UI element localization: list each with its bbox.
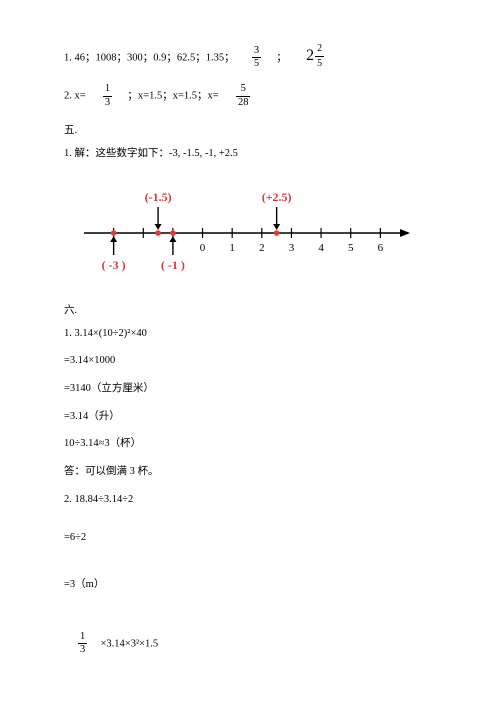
svg-text:(-1.5): (-1.5): [145, 190, 172, 204]
section-6-title: 六.: [64, 302, 436, 317]
q2-mid: ；x=1.5；x=1.5；x=: [127, 90, 218, 101]
sec6-l3: =3140（立方厘米）: [64, 382, 436, 397]
q2-frac-b: 5 28: [236, 84, 251, 108]
sec6-l2: =3.14×1000: [64, 354, 436, 369]
svg-text:(+2.5): (+2.5): [262, 190, 292, 204]
sec6-frac: 1 3: [78, 632, 87, 656]
frac-den: 28: [236, 97, 251, 109]
svg-text:6: 6: [378, 242, 384, 254]
svg-text:( -1 ): ( -1 ): [161, 258, 185, 272]
sec5-line1: 1. 解：这些数字如下：-3, -1.5, -1, +2.5: [64, 147, 436, 162]
numberline-container: 0 1 2 3 4 5 6 (-1.5) (+2.5) ( -3 ) ( -1 ): [64, 175, 436, 288]
svg-text:5: 5: [348, 242, 354, 254]
mixed-den: 5: [315, 57, 324, 71]
frac-den: 3: [78, 644, 87, 656]
sec6-l10: 1 3 ×3.14×3²×1.5: [64, 632, 436, 656]
sec6-l8: =6÷2: [64, 531, 436, 546]
sec6-l4: =3.14（升）: [64, 410, 436, 425]
frac-den: 5: [252, 58, 261, 70]
q2-prefix: 2. x=: [64, 90, 86, 101]
q1-mixed: 2 2 5: [306, 42, 324, 71]
page-root: 1. 46；1008；300；0.9；62.5；1.35； 3 5 ； 2 2 …: [0, 0, 500, 656]
answer-line-2: 2. x= 1 3 ；x=1.5；x=1.5；x= 5 28: [64, 84, 436, 108]
svg-text:1: 1: [229, 242, 235, 254]
sec6-l5: 10÷3.14≈3（杯）: [64, 437, 436, 452]
frac-num: 5: [236, 84, 251, 97]
frac-num: 1: [103, 84, 112, 97]
mixed-num: 2: [315, 42, 324, 57]
q1-prefix: 1. 46；1008；300；0.9；62.5；1.35；: [64, 52, 235, 63]
mixed-whole: 2: [306, 45, 314, 67]
numberline-svg: 0 1 2 3 4 5 6 (-1.5) (+2.5) ( -3 ) ( -1 ): [64, 175, 424, 285]
sec6-l9: =3（m）: [64, 578, 436, 593]
q1-frac-a: 3 5: [252, 46, 261, 70]
q2-frac-a: 1 3: [103, 84, 112, 108]
frac-num: 3: [252, 46, 261, 59]
sec6-l7: 2. 18.84÷3.14÷2: [64, 493, 436, 508]
svg-text:( -3 ): ( -3 ): [102, 258, 126, 272]
q1-sep: ；: [276, 52, 287, 63]
svg-text:0: 0: [200, 242, 206, 254]
answer-line-1: 1. 46；1008；300；0.9；62.5；1.35； 3 5 ； 2 2 …: [64, 42, 436, 71]
mixed-frac: 2 5: [315, 42, 324, 71]
frac-den: 3: [103, 97, 112, 109]
svg-text:3: 3: [289, 242, 295, 254]
svg-text:2: 2: [259, 242, 265, 254]
sec6-l6: 答：可以倒满 3 杯。: [64, 465, 436, 480]
frac-num: 1: [78, 632, 87, 645]
svg-text:4: 4: [318, 242, 324, 254]
section-5-title: 五.: [64, 122, 436, 137]
sec6-l1: 1. 3.14×(10÷2)²×40: [64, 327, 436, 342]
sec6-l10-rest: ×3.14×3²×1.5: [101, 638, 159, 649]
